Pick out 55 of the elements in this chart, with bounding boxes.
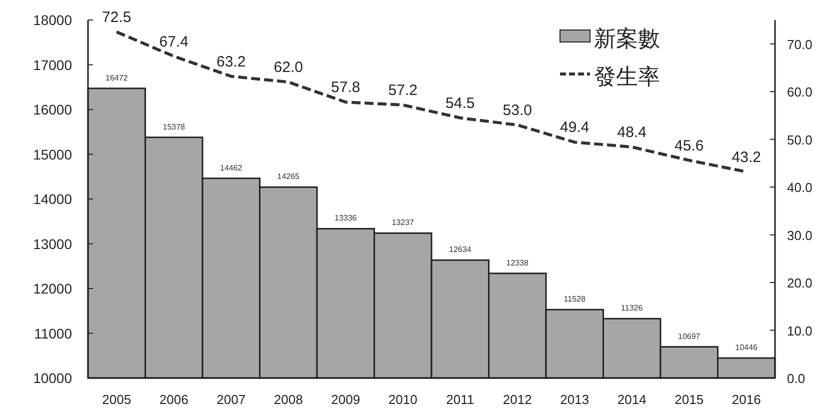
y2-tick-label: 70.0: [787, 36, 812, 52]
data-label: 11528: [564, 294, 586, 304]
data-label: 62.0: [274, 59, 303, 76]
y-tick-label: 17000: [33, 56, 72, 73]
data-label: 13336: [334, 214, 358, 223]
data-label: 53.0: [502, 102, 532, 120]
x-tick-label: 2010: [388, 392, 418, 407]
x-tick-label: 2013: [560, 392, 590, 407]
y-tick-label: 11000: [34, 325, 72, 342]
data-label: 10446: [735, 343, 758, 352]
data-label: 15378: [162, 122, 186, 132]
data-label: 11326: [621, 304, 644, 313]
data-label: 67.4: [159, 33, 188, 50]
y2-tick-label: 40.0: [787, 180, 812, 196]
data-label: 72.5: [102, 8, 132, 26]
data-label: 45.6: [674, 137, 704, 154]
x-tick-label: 2008: [274, 392, 303, 407]
y2-tick-label: 50.0: [787, 132, 812, 148]
data-label: 49.4: [560, 119, 590, 136]
data-label: 14462: [220, 163, 243, 172]
y2-tick-label: 30.0: [787, 228, 812, 243]
y-tick-label: 12000: [33, 280, 72, 296]
y-tick-label: 10000: [33, 370, 72, 386]
x-tick-label: 2005: [102, 392, 132, 407]
legend-label: 發生率: [594, 65, 660, 90]
data-label: 13237: [392, 218, 415, 228]
y-tick-label: 14000: [33, 191, 72, 207]
data-label: 48.4: [617, 124, 646, 141]
data-label: 54.5: [446, 94, 475, 112]
x-tick-label: 2014: [617, 392, 646, 407]
y2-tick-label: 10.0: [787, 323, 812, 338]
y-tick-label: 15000: [33, 146, 72, 162]
x-tick-label: 2006: [159, 392, 188, 407]
data-label: 10697: [678, 332, 701, 341]
data-label: 57.8: [331, 79, 360, 96]
legend-label: 新案數: [594, 27, 660, 52]
data-label: 43.2: [732, 148, 761, 166]
data-label: 12338: [506, 258, 530, 268]
data-label: 63.2: [216, 53, 246, 70]
x-tick-label: 2012: [502, 392, 532, 407]
data-label: 16472: [106, 73, 128, 82]
data-label: 57.2: [388, 82, 418, 99]
y2-tick-label: 0.0: [787, 371, 806, 386]
x-tick-label: 2011: [446, 392, 474, 407]
y-tick-label: 16000: [33, 102, 72, 118]
data-label: 12634: [449, 245, 472, 254]
y2-tick-label: 20.0: [787, 276, 812, 291]
data-label: 14265: [277, 172, 300, 182]
y2-tick-label: 60.0: [787, 84, 812, 100]
x-tick-label: 2016: [732, 392, 761, 407]
x-tick-label: 2009: [331, 392, 360, 407]
y-tick-label: 18000: [33, 12, 72, 28]
y-tick-label: 13000: [33, 236, 72, 252]
x-tick-label: 2007: [216, 392, 246, 407]
x-tick-label: 2015: [674, 392, 704, 407]
